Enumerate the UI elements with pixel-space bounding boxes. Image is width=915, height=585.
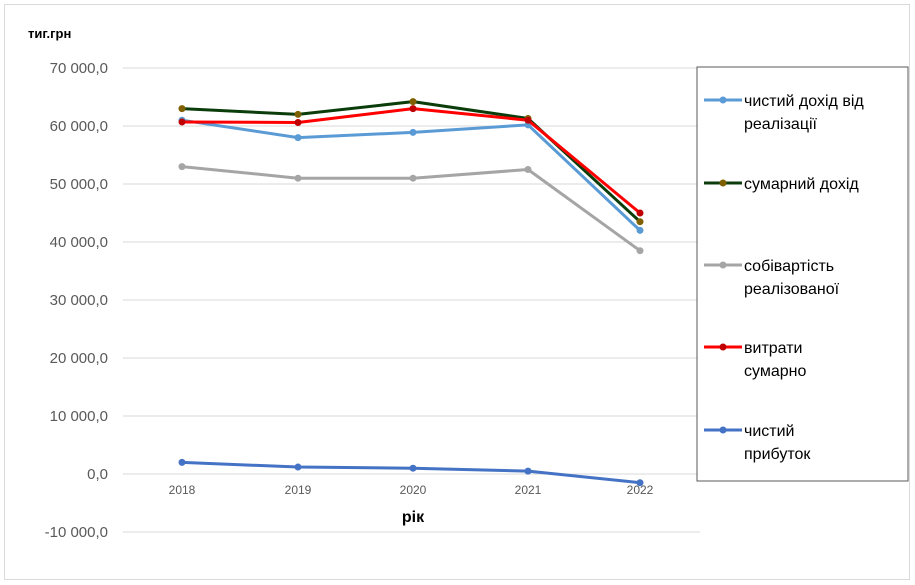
data-point <box>294 463 302 471</box>
legend-item: сумарний дохід <box>704 176 859 193</box>
data-point <box>409 174 417 182</box>
legend-marker <box>719 261 727 269</box>
series-lines <box>178 98 644 487</box>
legend-label: реалізації <box>744 116 818 133</box>
y-tick-label: 40 000,0 <box>50 234 108 251</box>
data-point <box>178 458 186 466</box>
y-tick-label: 50 000,0 <box>50 176 108 193</box>
legend-label: витрати <box>744 340 802 357</box>
y-tick-labels: 70 000,0 60 000,0 50 000,0 40 000,0 30 000,0… <box>45 60 108 541</box>
y-tick-label: -10 000,0 <box>45 524 108 541</box>
series-line <box>181 118 642 232</box>
series-5 <box>178 458 644 487</box>
data-point <box>524 166 532 173</box>
legend-label: сумарний дохід <box>744 176 859 193</box>
x-tick-label: 2022 <box>627 483 654 497</box>
y-tick-label: 10 000,0 <box>50 408 108 425</box>
y-tick-label: 20 000,0 <box>50 350 108 367</box>
data-point <box>178 163 186 171</box>
data-point <box>636 218 644 226</box>
legend-box <box>696 66 909 482</box>
legend-item: собівартість реалізованої <box>704 258 840 298</box>
data-point <box>178 105 186 113</box>
legend-marker <box>719 96 727 104</box>
legend-marker <box>719 426 727 434</box>
data-point <box>524 116 532 124</box>
series-3 <box>178 163 644 255</box>
series-4 <box>178 105 644 217</box>
legend-marker <box>719 179 727 187</box>
x-tick-labels: 2018 2019 2020 2021 2022 <box>169 483 654 497</box>
data-point <box>524 467 532 475</box>
y-tick-label: 0,0 <box>87 466 108 483</box>
series-line <box>181 100 642 223</box>
chart-frame <box>4 4 910 580</box>
data-point <box>636 479 644 487</box>
data-point <box>636 209 644 217</box>
legend-marker <box>719 343 727 351</box>
gridlines <box>123 67 700 533</box>
series-1 <box>178 116 644 234</box>
x-tick-label: 2021 <box>515 483 542 497</box>
data-point <box>294 119 302 127</box>
legend-label: реалізованої <box>744 281 840 298</box>
legend-label: сумарно <box>744 363 806 380</box>
data-point <box>294 110 302 118</box>
legend-item: чистий прибуток <box>704 423 811 463</box>
data-point <box>294 174 302 182</box>
legend-label: прибуток <box>744 446 811 463</box>
legend-item: чистий дохід від реалізації <box>704 93 864 133</box>
data-point <box>409 128 417 136</box>
data-point <box>636 247 644 255</box>
data-point <box>409 98 417 106</box>
y-tick-label: 30 000,0 <box>50 292 108 309</box>
y-tick-label: 70 000,0 <box>50 60 108 77</box>
data-point <box>178 118 186 126</box>
series-2 <box>178 98 644 226</box>
data-point <box>409 105 417 113</box>
legend-label: собівартість <box>744 258 834 275</box>
x-tick-label: 2019 <box>285 483 312 497</box>
legend-label: чистий дохід від <box>744 93 864 110</box>
legend-label: чистий <box>744 423 794 440</box>
x-tick-label: 2018 <box>169 483 196 497</box>
y-tick-label: 60 000,0 <box>50 118 108 135</box>
legend: чистий дохід від реалізації сумарний дохід… <box>696 66 909 482</box>
y-axis-unit-label: тиг.грн <box>28 26 71 41</box>
data-point <box>636 226 644 234</box>
data-point <box>409 464 417 472</box>
x-tick-label: 2020 <box>400 483 427 497</box>
series-line <box>181 107 641 215</box>
data-point <box>294 134 302 142</box>
legend-item: витрати сумарно <box>704 340 806 380</box>
x-axis-title: рік <box>402 509 425 526</box>
